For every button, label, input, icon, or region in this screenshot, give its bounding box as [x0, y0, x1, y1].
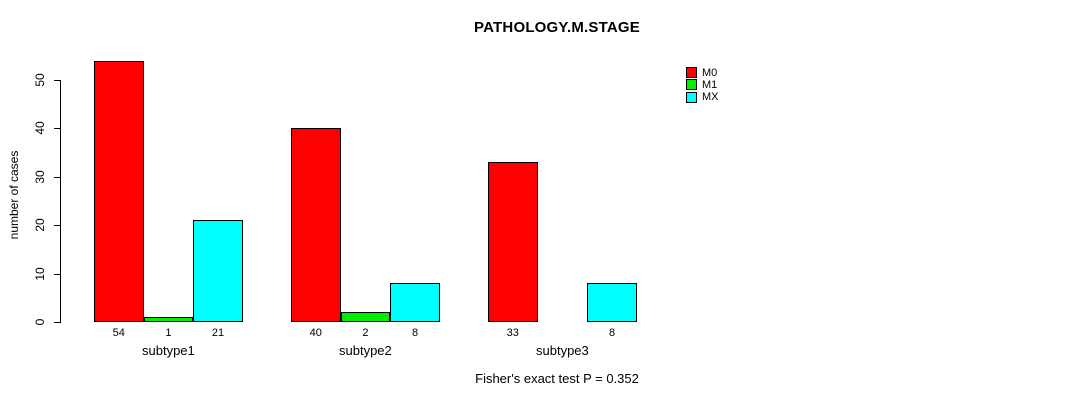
y-tick-mark: [54, 128, 60, 130]
bar-value-label: 2: [362, 327, 369, 339]
y-tick-mark: [54, 322, 60, 323]
bar-M1-subtype1: [143, 317, 194, 322]
y-tick-mark: [54, 273, 60, 275]
chart-title: PATHOLOGY.M.STAGE: [474, 19, 640, 36]
bar-value-label: 1: [165, 327, 172, 339]
legend-label-M1: M1: [702, 78, 718, 91]
bar-MX-subtype3: [587, 283, 637, 322]
stat-test-annotation: Fisher's exact test P = 0.352: [475, 371, 639, 386]
y-tick-mark: [54, 80, 60, 81]
bar-MX-subtype1: [193, 220, 243, 322]
bar-M1-subtype2: [340, 312, 391, 322]
legend-label-M0: M0: [702, 66, 718, 79]
y-axis-line: [60, 80, 61, 323]
y-tick-label: 10: [33, 266, 47, 281]
legend-swatch-MX: [686, 91, 697, 103]
bar-M0-subtype1: [94, 60, 144, 322]
y-tick-label: 0: [33, 318, 47, 326]
y-tick-label: 40: [33, 121, 47, 136]
category-label-subtype1: subtype1: [142, 343, 195, 358]
y-axis-label: number of cases: [7, 150, 21, 240]
bar-value-label: 54: [112, 327, 125, 339]
y-tick-mark: [54, 225, 60, 227]
y-tick-label: 20: [33, 218, 47, 232]
legend-label-MX: MX: [702, 91, 719, 104]
legend-swatch-M0: [686, 67, 697, 78]
y-tick-label: 30: [33, 170, 47, 184]
y-tick-mark: [54, 176, 60, 178]
bar-MX-subtype2: [390, 283, 440, 322]
category-label-subtype3: subtype3: [536, 343, 589, 358]
bar-M0-subtype3: [488, 162, 538, 322]
bar-value-label: 8: [608, 327, 616, 339]
legend-swatch-M1: [686, 79, 697, 91]
bar-value-label: 21: [211, 327, 225, 339]
bar-value-label: 8: [411, 327, 419, 339]
bar-value-label: 33: [506, 327, 519, 339]
category-label-subtype2: subtype2: [339, 343, 392, 358]
bar-M0-subtype2: [291, 128, 341, 322]
bar-value-label: 40: [309, 327, 322, 339]
y-tick-label: 50: [33, 73, 47, 87]
